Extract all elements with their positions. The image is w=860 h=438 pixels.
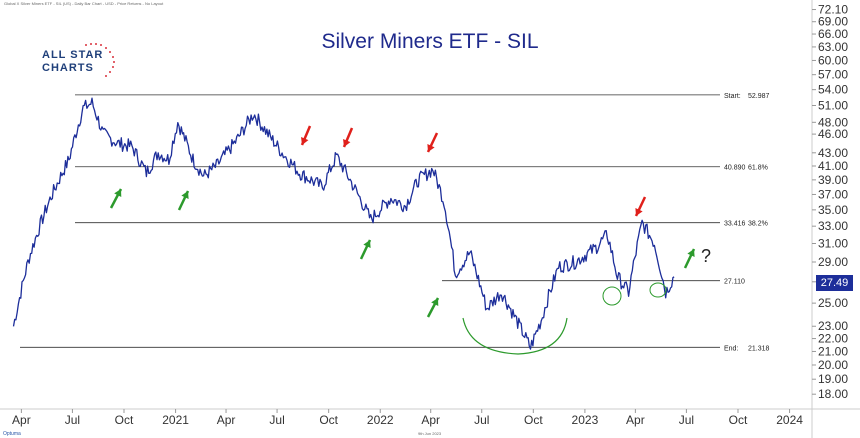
- red-arrow-head: [301, 136, 309, 145]
- y-tick-label: 18.00: [818, 387, 848, 401]
- green-arrow-head: [114, 189, 122, 198]
- level-left-label: End:: [724, 345, 738, 352]
- bottom-circle: [649, 282, 667, 298]
- y-tick-label: 21.00: [818, 344, 848, 358]
- logo-line-1: ALL STAR: [42, 49, 104, 61]
- footer-brand: Optuma: [3, 431, 21, 437]
- x-tick-label: Jul: [65, 413, 80, 427]
- y-tick-label: 48.00: [818, 115, 848, 129]
- question-mark: ?: [701, 246, 711, 266]
- level-right-label: 38.2%: [748, 221, 768, 228]
- y-tick-label: 51.00: [818, 99, 848, 113]
- rounding-bottom-arc: [462, 317, 568, 355]
- level-left-label: Start:: [724, 93, 741, 100]
- y-tick-label: 33.00: [818, 219, 848, 233]
- chart-title: Silver Miners ETF - SIL: [321, 30, 539, 53]
- x-tick-label: 2023: [572, 413, 599, 427]
- level-left-label: 33.416: [724, 221, 746, 228]
- red-arrow-head: [635, 207, 643, 216]
- y-tick-label: 39.00: [818, 173, 848, 187]
- y-tick-label: 60.00: [818, 53, 848, 67]
- x-tick-label: Apr: [626, 413, 645, 427]
- chart-header-info: Global X Silver Miners ETF - SIL (US) - …: [4, 1, 164, 6]
- y-tick-label: 66.00: [818, 27, 848, 41]
- x-tick-label: Jul: [474, 413, 489, 427]
- footer-date: 9th Jun 2023: [418, 431, 442, 436]
- y-tick-label: 54.00: [818, 83, 848, 97]
- red-arrow-head: [427, 143, 435, 152]
- x-tick-label: Jul: [679, 413, 694, 427]
- logo-stars: [85, 43, 115, 77]
- bottom-circle: [602, 286, 622, 306]
- all-star-charts-logo: ALL STAR CHARTS: [36, 40, 126, 80]
- x-tick-label: Oct: [115, 413, 134, 427]
- x-tick-label: Apr: [12, 413, 31, 427]
- y-tick-label: 41.00: [818, 159, 848, 173]
- price-series-line: [12, 97, 675, 350]
- y-tick-label: 20.00: [818, 358, 848, 372]
- level-left-label: 40.890: [724, 165, 746, 172]
- x-tick-label: Apr: [421, 413, 440, 427]
- x-tick-label: Oct: [524, 413, 543, 427]
- y-tick-label: 43.00: [818, 146, 848, 160]
- level-left-label: 27.110: [724, 279, 745, 286]
- x-tick-label: Oct: [729, 413, 748, 427]
- green-arrow-head: [363, 240, 371, 249]
- x-tick-label: Apr: [217, 413, 236, 427]
- y-tick-label: 35.00: [818, 203, 848, 217]
- y-tick-label: 22.00: [818, 332, 848, 346]
- x-tick-label: Jul: [269, 413, 284, 427]
- green-arrow-head: [687, 249, 695, 258]
- y-tick-label: 46.00: [818, 127, 848, 141]
- green-arrow-head: [431, 298, 439, 307]
- y-tick-label: 19.00: [818, 372, 848, 386]
- y-tick-label: 72.10: [818, 3, 848, 17]
- level-right-label: 21.318: [748, 345, 770, 352]
- green-arrow-head: [181, 191, 189, 200]
- y-tick-label: 69.00: [818, 15, 848, 29]
- x-tick-label: 2022: [367, 413, 394, 427]
- level-right-label: 52.987: [748, 93, 770, 100]
- y-tick-label: 63.00: [818, 40, 848, 54]
- y-tick-label: 37.00: [818, 187, 848, 201]
- y-tick-label: 23.00: [818, 319, 848, 333]
- level-right-label: 61.8%: [748, 165, 768, 172]
- x-tick-label: Oct: [319, 413, 338, 427]
- y-tick-label: 29.00: [818, 255, 848, 269]
- y-tick-label: 31.00: [818, 237, 848, 251]
- x-tick-label: 2021: [162, 413, 189, 427]
- logo-line-2: CHARTS: [42, 62, 94, 74]
- x-tick-label: 2024: [776, 413, 803, 427]
- red-arrow-head: [343, 138, 351, 147]
- y-tick-label: 57.00: [818, 68, 848, 82]
- y-tick-label: 25.00: [818, 296, 848, 310]
- last-price-tag: 27.49: [816, 275, 853, 291]
